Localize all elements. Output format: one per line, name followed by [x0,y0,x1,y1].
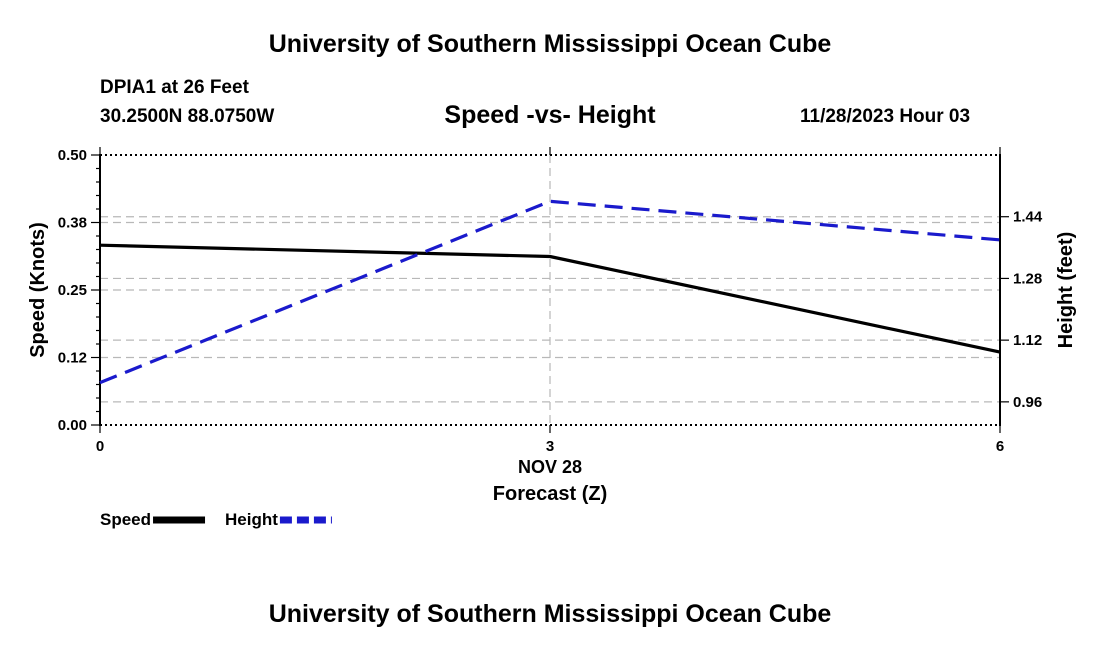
station-coordinates: 30.2500N 88.0750W [100,106,275,127]
right-axis-tick-label: 1.28 [1013,270,1042,287]
right-axis-tick-label: 1.12 [1013,332,1042,349]
left-axis-tick-label: 0.38 [58,215,87,232]
left-axis-tick-label: 0.00 [58,417,87,434]
height-legend-label: Height [225,510,278,529]
station-label: DPIA1 at 26 Feet [100,77,249,98]
left-axis-tick-label: 0.12 [58,350,87,367]
footer-title: University of Southern Mississippi Ocean… [268,600,832,628]
x-axis-tick-label: 6 [996,438,1004,455]
x-axis-date-label: NOV 28 [518,457,582,477]
page-title: University of Southern Mississippi Ocean… [268,30,832,58]
left-axis-title: Speed (Knots) [27,222,49,358]
height-series-line [99,199,1001,385]
x-axis-tick-label: 3 [546,438,554,455]
right-axis-tick-label: 0.96 [1013,394,1042,411]
right-axis-tick-label: 1.44 [1013,209,1043,226]
speed-series-line [99,243,1001,354]
left-axis-tick-label: 0.25 [58,282,87,299]
x-axis-tick-label: 0 [96,438,104,455]
x-axis-title: Forecast (Z) [493,483,607,505]
chart-subtitle: Speed -vs- Height [444,101,656,129]
speed-legend-label: Speed [100,510,151,529]
left-axis-tick-label: 0.50 [58,147,87,164]
right-axis-title: Height (feet) [1055,232,1077,349]
chart-timestamp: 11/28/2023 Hour 03 [800,106,971,127]
